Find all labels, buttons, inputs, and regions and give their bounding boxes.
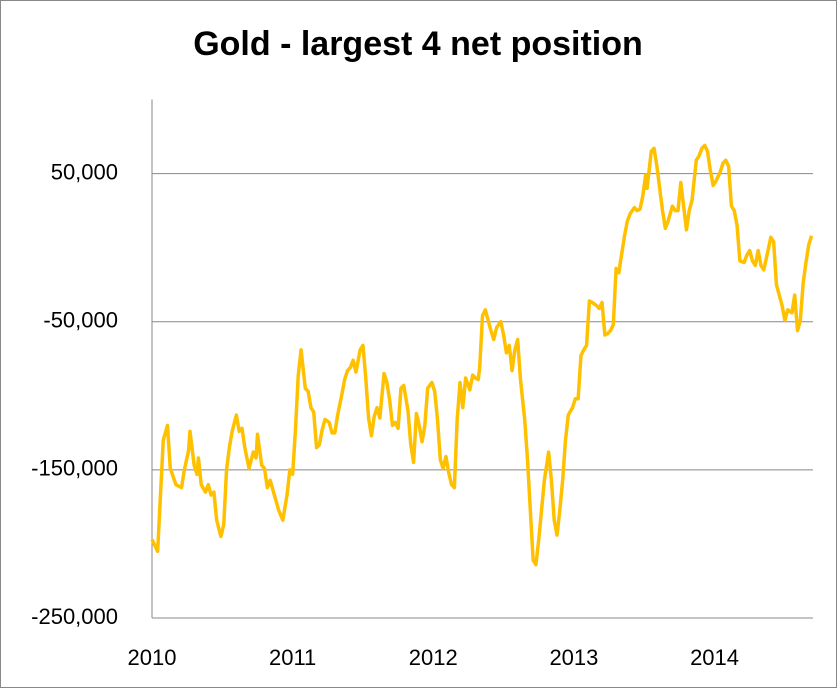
x-tick-label: 2011 bbox=[269, 645, 316, 670]
y-tick-label: 50,000 bbox=[51, 159, 118, 184]
data-line bbox=[150, 143, 814, 567]
y-tick-label: -250,000 bbox=[31, 604, 118, 629]
x-tick-label: 2010 bbox=[128, 645, 177, 670]
y-tick-label: -50,000 bbox=[43, 308, 118, 333]
x-tick-label: 2012 bbox=[409, 645, 458, 670]
x-tick-label: 2014 bbox=[690, 645, 739, 670]
x-tick-label: 2013 bbox=[549, 645, 598, 670]
chart-title: Gold - largest 4 net position bbox=[193, 25, 643, 63]
y-tick-label: -150,000 bbox=[31, 456, 118, 481]
